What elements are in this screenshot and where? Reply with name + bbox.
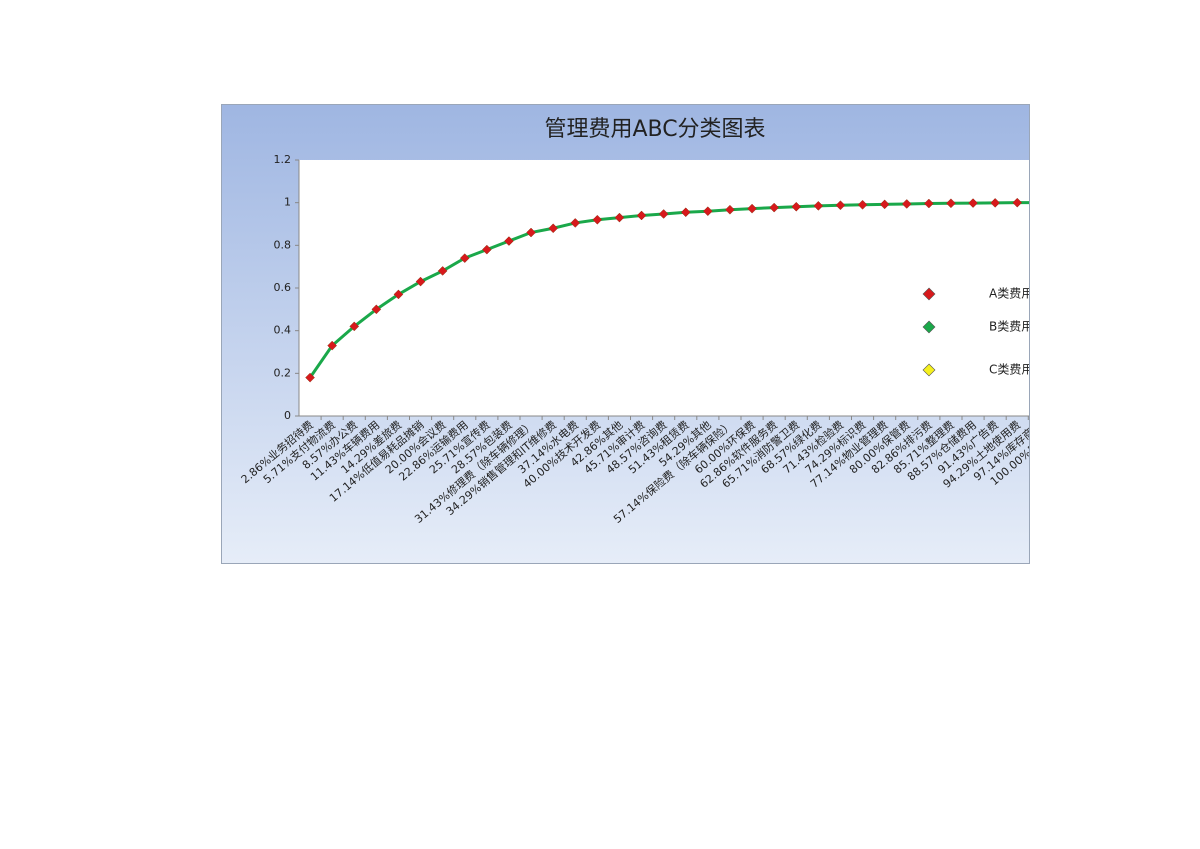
data-point bbox=[415, 276, 426, 287]
legend-marker bbox=[922, 320, 936, 334]
data-point bbox=[968, 198, 978, 208]
y-tick-label: 1 bbox=[284, 196, 291, 209]
data-point bbox=[923, 198, 934, 209]
data-point bbox=[857, 199, 868, 210]
data-point bbox=[990, 198, 1001, 208]
data-point bbox=[791, 201, 802, 212]
chart: 管理费用ABC分类图表 00.20.40.60.811.22.86%业务招待费5… bbox=[238, 117, 1030, 526]
data-point bbox=[327, 340, 338, 351]
data-point bbox=[548, 223, 559, 234]
y-tick-label: 0.4 bbox=[274, 324, 292, 337]
legend-marker bbox=[922, 287, 936, 301]
data-point bbox=[680, 207, 691, 218]
legend-label: B类费用 bbox=[989, 320, 1030, 334]
y-tick-label: 0.6 bbox=[274, 281, 292, 294]
legend-label: C类费用 bbox=[989, 363, 1030, 377]
legend-marker bbox=[922, 363, 936, 377]
y-tick-label: 0 bbox=[284, 409, 291, 422]
data-point bbox=[813, 201, 824, 211]
data-point bbox=[1012, 197, 1023, 208]
y-tick-label: 0.2 bbox=[274, 366, 292, 379]
data-point bbox=[769, 202, 780, 213]
data-point bbox=[393, 289, 404, 300]
data-point bbox=[570, 218, 581, 228]
data-point bbox=[747, 203, 757, 214]
data-point bbox=[592, 214, 603, 225]
chart-frame: 管理费用ABC分类图表 0 0.2 0.4 0.6 0.8 1 1.2 2.86%业务招待费 5… bbox=[221, 104, 1030, 564]
data-point bbox=[835, 200, 846, 211]
data-point bbox=[636, 210, 647, 221]
data-point bbox=[526, 227, 536, 238]
data-point bbox=[437, 266, 448, 276]
y-tick-label: 1.2 bbox=[274, 153, 292, 166]
data-point bbox=[725, 204, 735, 215]
y-tick-label: 0.8 bbox=[274, 238, 292, 251]
data-point bbox=[371, 304, 382, 315]
data-point bbox=[879, 199, 890, 210]
legend-label: A类费用 bbox=[989, 287, 1030, 301]
data-point bbox=[658, 209, 669, 219]
data-point bbox=[901, 199, 912, 209]
data-point bbox=[614, 212, 625, 223]
chart-title: 管理费用ABC分类图表 bbox=[544, 117, 765, 142]
data-point bbox=[305, 372, 315, 383]
data-point bbox=[459, 253, 470, 263]
data-point bbox=[349, 321, 360, 332]
data-point bbox=[702, 206, 713, 217]
data-point bbox=[481, 244, 492, 255]
data-point bbox=[504, 236, 514, 246]
data-point bbox=[946, 198, 956, 209]
